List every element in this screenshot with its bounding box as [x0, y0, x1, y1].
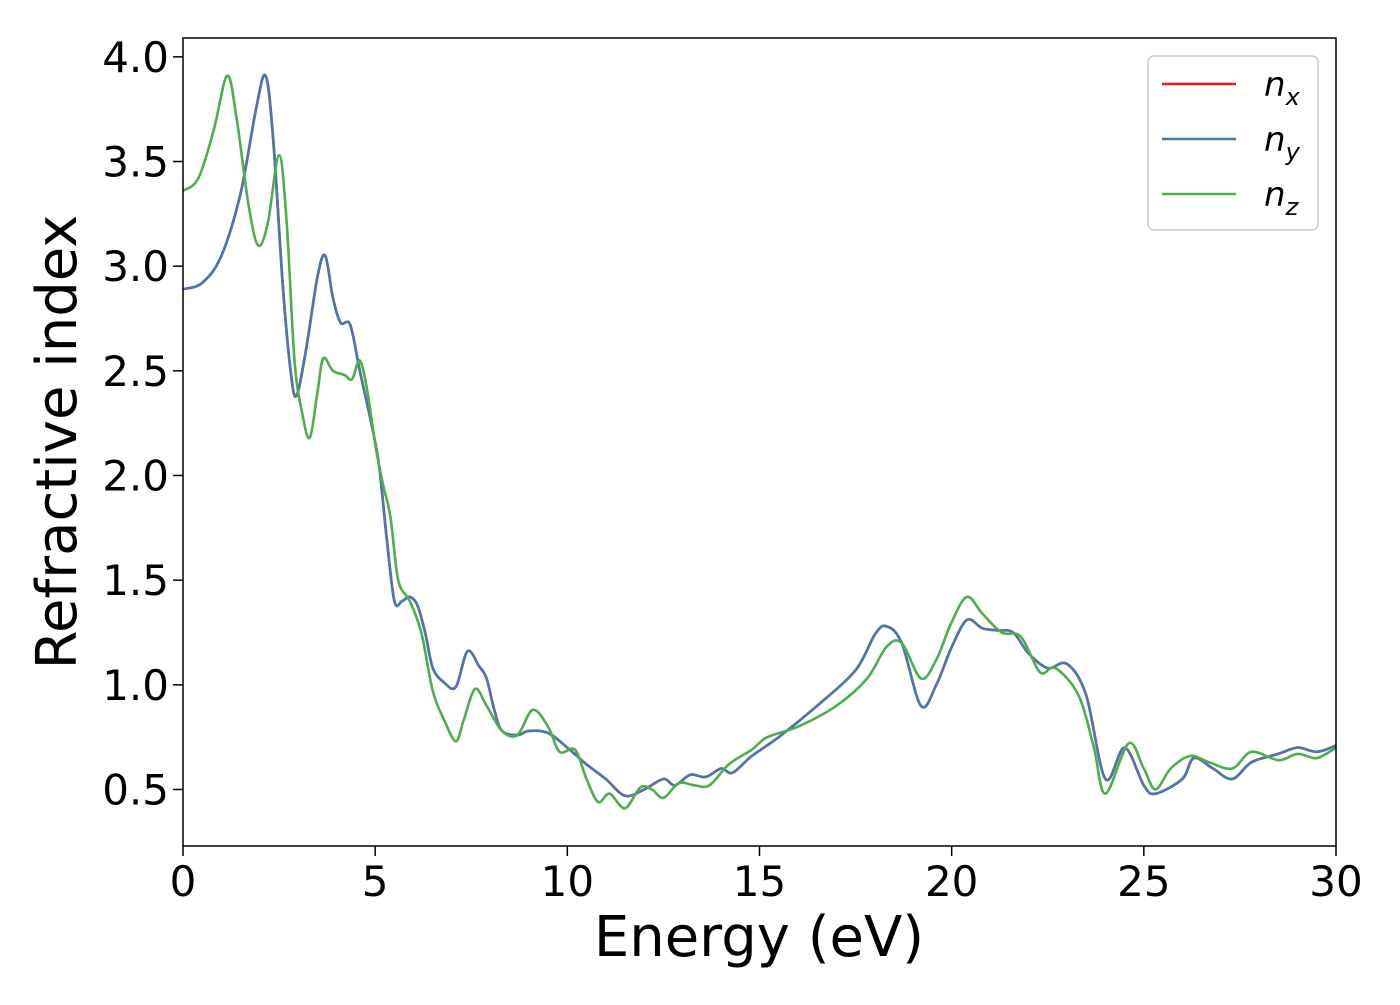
x-tick-label: 30: [1309, 857, 1362, 906]
y-axis-title: Refractive index: [25, 215, 90, 670]
legend-label-n-y: ny: [1264, 120, 1301, 166]
y-tick-label: 2.0: [102, 451, 169, 500]
y-tick-label: 1.0: [102, 661, 169, 710]
legend-frame: [1147, 55, 1319, 231]
x-axis-title: Energy (eV): [594, 905, 924, 970]
y-tick-label: 2.5: [102, 347, 169, 396]
y-tick-label: 4.0: [102, 33, 169, 82]
legend-label-n-z: nz: [1264, 175, 1300, 221]
x-tick-label: 0: [170, 857, 197, 906]
series-layer: [183, 73, 1336, 810]
x-tick-label: 15: [733, 857, 786, 906]
y-tick-label: 0.5: [102, 765, 169, 814]
x-tick-label: 10: [541, 857, 594, 906]
x-tick-label: 5: [362, 857, 389, 906]
legend-label-base: n: [1264, 65, 1286, 105]
legend-label-subscript: z: [1285, 193, 1300, 221]
y-tick-label: 3.5: [102, 138, 169, 187]
legend-label-base: n: [1264, 175, 1286, 215]
y-tick-label: 1.5: [102, 556, 169, 605]
legend-label-subscript: y: [1285, 138, 1301, 166]
series-line-n-y: [183, 73, 1336, 798]
series-line-n-z: [183, 74, 1336, 810]
y-tick-label: 3.0: [102, 242, 169, 291]
x-axis: 0 5 10 15 20 25 30: [170, 846, 1363, 906]
y-axis: 0.5 1.0 1.5 2.0 2.5 3.0 3.5 4.0: [102, 33, 183, 814]
legend-label-subscript: x: [1285, 83, 1301, 111]
x-tick-label: 25: [1117, 857, 1170, 906]
legend-label-base: n: [1264, 120, 1286, 160]
x-tick-label: 20: [925, 857, 978, 906]
legend-label-n-x: nx: [1264, 65, 1301, 111]
